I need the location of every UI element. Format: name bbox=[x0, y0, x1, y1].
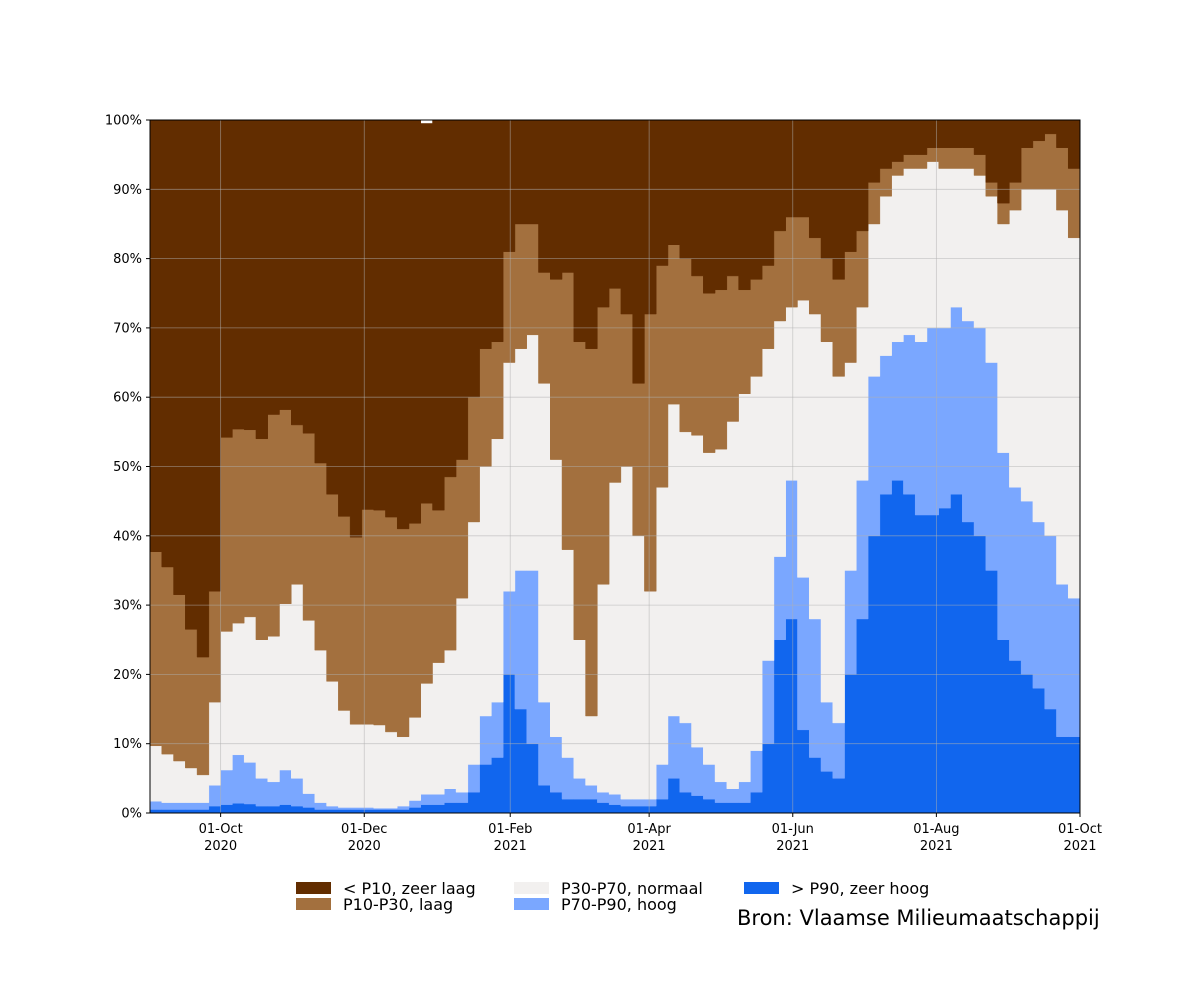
y-tick-label: 50% bbox=[113, 460, 142, 475]
x-tick-label-year: 2021 bbox=[494, 839, 527, 854]
legend-item-laag: P10-P30, laag bbox=[296, 894, 454, 914]
y-tick-label: 40% bbox=[113, 529, 142, 544]
x-tick-label-year: 2021 bbox=[920, 839, 953, 854]
x-tick-label: 01-Oct bbox=[199, 822, 243, 837]
x-tick-label-year: 2020 bbox=[204, 839, 237, 854]
x-tick-label: 01-Aug bbox=[913, 822, 959, 837]
x-tick-label: 01-Dec bbox=[341, 822, 387, 837]
legend-item-normaal: P30-P70, normaal bbox=[514, 878, 703, 898]
x-tick-label: 01-Feb bbox=[488, 822, 532, 837]
x-tick-label: 01-Apr bbox=[627, 822, 671, 837]
legend-label-zeer-laag: < P10, zeer laag bbox=[343, 878, 476, 898]
x-tick-label: 01-Jun bbox=[772, 822, 814, 837]
axes: 0% 10% 20% 30% 40% 50% 60% 70% 80% 90% 100% 01-Oct 2… bbox=[105, 114, 1102, 855]
legend-swatch-zeer-hoog bbox=[744, 882, 779, 894]
x-tick-label-year: 2021 bbox=[776, 839, 809, 854]
x-tick-label-year: 2021 bbox=[633, 839, 666, 854]
legend-item-zeer-laag: < P10, zeer laag bbox=[296, 878, 476, 898]
x-tick-label-year: 2021 bbox=[1063, 839, 1096, 854]
y-tick-label: 80% bbox=[113, 252, 142, 267]
y-tick-label: 20% bbox=[113, 668, 142, 683]
legend-swatch-zeer-laag bbox=[296, 882, 331, 894]
y-tick-label: 10% bbox=[113, 737, 142, 752]
legend-item-zeer-hoog: > P90, zeer hoog bbox=[744, 878, 930, 898]
legend-label-zeer-hoog: > P90, zeer hoog bbox=[791, 878, 930, 898]
y-tick-label: 60% bbox=[113, 391, 142, 406]
legend-label-laag: P10-P30, laag bbox=[343, 894, 454, 914]
legend-swatch-laag bbox=[296, 898, 331, 910]
legend-label-normaal: P30-P70, normaal bbox=[561, 878, 703, 898]
x-tick-label: 01-Oct bbox=[1058, 822, 1102, 837]
source-credit: Bron: Vlaamse Milieumaatschappij bbox=[737, 906, 1100, 930]
legend-label-hoog: P70-P90, hoog bbox=[561, 894, 677, 914]
y-tick-label: 0% bbox=[121, 807, 142, 822]
legend-swatch-hoog bbox=[514, 898, 549, 910]
y-tick-label: 90% bbox=[113, 183, 142, 198]
y-tick-label: 100% bbox=[105, 114, 142, 129]
x-tick-label-year: 2020 bbox=[348, 839, 381, 854]
legend-item-hoog: P70-P90, hoog bbox=[514, 894, 677, 914]
legend: < P10, zeer laag P10-P30, laag P30-P70, … bbox=[296, 878, 996, 920]
y-tick-label: 70% bbox=[113, 321, 142, 336]
legend-swatch-normaal bbox=[514, 882, 549, 894]
y-tick-label: 30% bbox=[113, 599, 142, 614]
